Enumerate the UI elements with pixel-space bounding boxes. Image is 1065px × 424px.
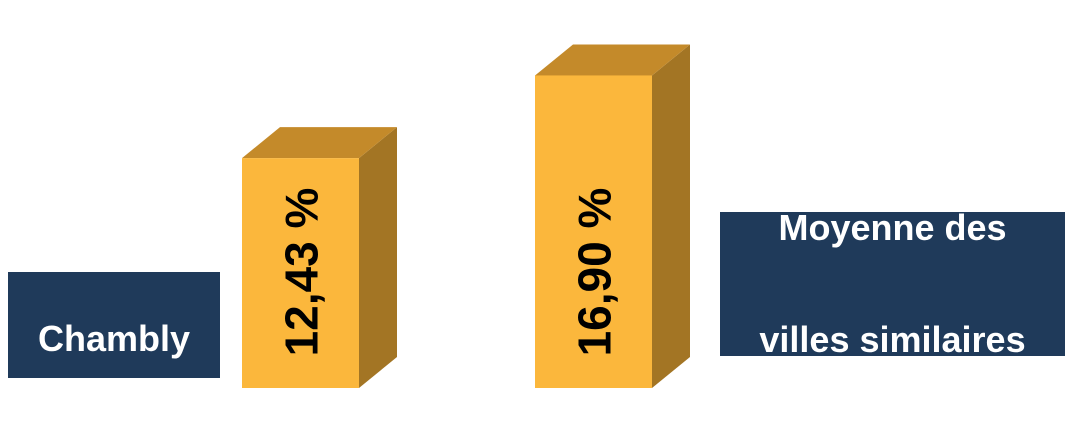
bar-chambly-side [359, 127, 397, 388]
value-label-average: 16,90 % [569, 188, 621, 357]
category-label-average: Moyenne des villes similaires [720, 207, 1065, 360]
category-label-chambly-text: Chambly [37, 318, 191, 359]
category-label-average-text: Moyenne des villes similaires [759, 144, 1025, 424]
category-label-average-line1: Moyenne des [778, 207, 1007, 248]
value-label-chambly: 12,43 % [276, 188, 328, 357]
category-label-average-line2: villes similaires [759, 319, 1026, 360]
bar-chambly-top [242, 127, 397, 159]
category-label-chambly: Chambly [8, 272, 220, 378]
bar-average: 16,90 % [535, 44, 690, 388]
bar-chambly-front [242, 158, 359, 388]
bar-average-top [535, 44, 690, 76]
bar-chambly: 12,43 % [242, 127, 397, 388]
bar-average-side [652, 44, 690, 388]
bar-average-front [535, 75, 652, 388]
bar-chart: 12,43 % 16,90 % [242, 44, 690, 388]
